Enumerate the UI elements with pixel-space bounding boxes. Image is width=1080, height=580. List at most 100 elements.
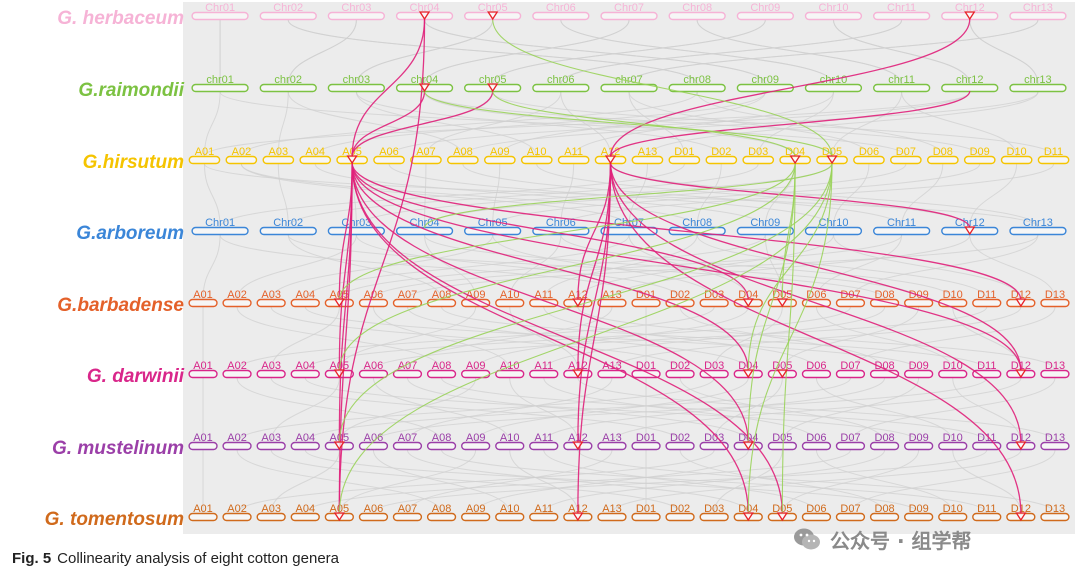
background-link	[475, 449, 749, 514]
chromosome-label: A04	[305, 146, 325, 158]
green-collinear-link	[338, 162, 833, 515]
chromosome-label: D11	[1044, 146, 1063, 158]
chromosome-bar	[1040, 512, 1070, 522]
chromosome-bar	[972, 369, 1002, 379]
green-collinear-link	[492, 90, 796, 158]
background-link	[543, 306, 886, 371]
background-link	[764, 234, 783, 300]
background-link	[492, 19, 766, 85]
gene-marker	[333, 298, 346, 308]
chromosome-bar	[290, 369, 320, 379]
chromosome-label: A03	[261, 503, 281, 515]
chromosome-label: Chr06	[546, 2, 576, 14]
chromosome-bar	[222, 441, 252, 451]
chromosome-bar	[904, 441, 934, 451]
chromosome-label: A13	[602, 503, 622, 515]
chromosome-label: Chr07	[614, 2, 644, 14]
background-link	[543, 234, 698, 300]
chromosome-bar	[529, 512, 559, 522]
chromosome-label: D03	[748, 146, 768, 158]
chromosome-bar	[358, 369, 389, 379]
chromosome-bar	[972, 298, 1002, 308]
background-link	[832, 163, 870, 228]
background-link	[424, 19, 630, 85]
background-link	[425, 91, 562, 157]
background-link	[372, 306, 511, 371]
chromosome-label: Chr01	[205, 2, 235, 14]
chromosome-label: Chr04	[410, 2, 440, 14]
chromosome-label: A10	[527, 146, 547, 158]
background-link	[407, 449, 613, 514]
chromosome-bar	[1009, 83, 1067, 93]
chromosome-bar	[631, 298, 661, 308]
chromosome-bar	[873, 226, 931, 236]
chromosome-bar	[426, 441, 457, 451]
chromosome-bar	[938, 441, 968, 451]
magenta-collinear-link	[609, 162, 1022, 372]
chromosome-bar	[327, 226, 385, 236]
chromosome-bar	[1040, 369, 1070, 379]
chromosome-label: Chr08	[682, 217, 712, 229]
chromosome-bar	[188, 369, 218, 379]
background-link	[277, 91, 289, 157]
magenta-collinear-link	[351, 162, 783, 515]
chromosome-label: A07	[398, 360, 418, 372]
gene-marker	[1015, 369, 1027, 379]
chromosome-label: D09	[909, 360, 929, 372]
chromosome-label: D08	[875, 503, 895, 515]
gene-marker	[742, 512, 754, 522]
chromosome-rows: Chr01 Chr02 Chr03 Chr04 Chr05 Chr06 Chr07 Chr08…	[188, 2, 1070, 522]
chromosome-label: D10	[943, 432, 963, 444]
chromosome-label: A03	[261, 432, 281, 444]
chromosome-label: Chr10	[819, 2, 849, 14]
chromosome-bar	[631, 155, 664, 165]
chromosome-label: chr02	[274, 74, 302, 86]
background-link	[969, 234, 1056, 300]
chromosome-label: Chr13	[1023, 2, 1053, 14]
chromosome-bar	[259, 11, 317, 21]
chromosome-bar	[873, 83, 931, 93]
magenta-collinear-link	[338, 162, 353, 515]
chromosome-label: D13	[1045, 360, 1065, 372]
chromosome-label: D06	[859, 146, 879, 158]
background-link	[696, 163, 722, 228]
background-link	[781, 449, 920, 514]
species-label: G.barbadense	[57, 295, 184, 316]
species-label: G. darwinii	[86, 366, 184, 387]
background-link	[781, 306, 920, 371]
chromosome-label: A08	[432, 503, 452, 515]
chromosome-label: A09	[466, 360, 486, 372]
chromosome-label: A04	[296, 289, 316, 301]
chromosome-bar	[495, 512, 525, 522]
background-link	[492, 234, 715, 300]
chromosome-label: A09	[490, 146, 510, 158]
chromosome-label: A01	[195, 146, 215, 158]
magenta-collinear-link	[351, 162, 749, 301]
green-collinear-link	[338, 162, 796, 301]
magenta-collinear-link	[609, 162, 1022, 515]
chromosome-bar	[256, 441, 286, 451]
chromosome-label: A10	[500, 503, 520, 515]
chromosome-label: A11	[534, 289, 553, 301]
chromosome-label: A09	[466, 289, 486, 301]
chromosome-bar	[191, 226, 249, 236]
background-link	[492, 91, 1055, 157]
background-link	[219, 163, 685, 228]
background-link	[407, 377, 613, 443]
background-link	[543, 449, 886, 514]
chromosome-label: A07	[398, 503, 418, 515]
background-link	[270, 449, 340, 514]
chromosome-bar	[259, 83, 317, 93]
background-link	[372, 377, 988, 443]
chromosome-bar	[358, 512, 389, 522]
background-link	[338, 377, 477, 443]
chromosome-bar	[191, 83, 249, 93]
chromosome-label: A06	[364, 432, 384, 444]
chromosome-label: D09	[909, 503, 929, 515]
gene-marker	[418, 11, 431, 21]
chromosome-label: D11	[977, 360, 996, 372]
gene-markers	[333, 11, 1027, 522]
caption-text: Collinearity analysis of eight cotton ge…	[57, 550, 340, 567]
background-link	[277, 163, 289, 228]
chromosome-bar	[464, 226, 522, 236]
